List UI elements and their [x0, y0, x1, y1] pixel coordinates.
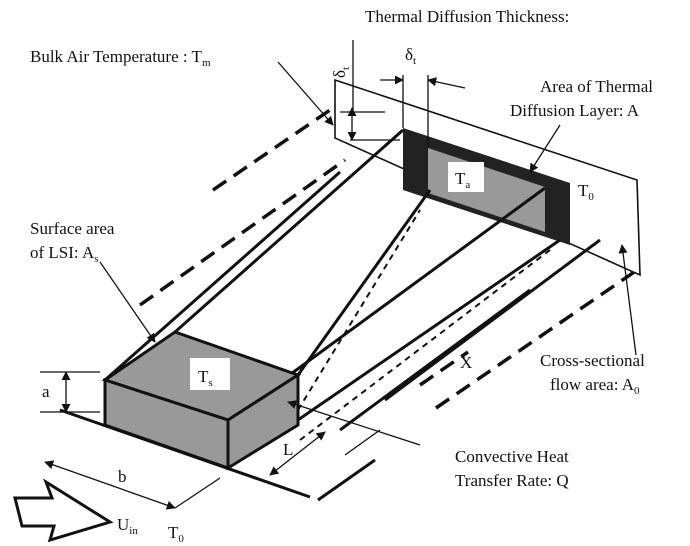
- label: δt: [330, 67, 352, 78]
- label: X: [460, 353, 472, 372]
- label: Surface area: [30, 219, 115, 238]
- label: Convective Heat: [455, 447, 569, 466]
- label: T0: [168, 523, 184, 545]
- label: b: [118, 467, 127, 486]
- label: T0: [578, 181, 594, 203]
- label: Cross-sectional: [540, 351, 645, 370]
- label: L: [283, 440, 293, 459]
- inflow-arrow: [13, 478, 114, 543]
- label: Uin: [117, 515, 138, 537]
- label: Diffusion Layer: A: [510, 101, 640, 120]
- label: Thermal Diffusion Thickness:: [365, 7, 569, 26]
- label: δt: [405, 45, 416, 67]
- label: of LSI: As: [30, 243, 99, 265]
- annotation-lines: [40, 40, 637, 510]
- label: Area of Thermal: [540, 77, 653, 96]
- label: Transfer Rate: Q: [455, 471, 569, 490]
- label-box: [448, 162, 484, 192]
- lsi-block: [101, 330, 302, 471]
- label: Ta: [455, 169, 470, 191]
- label: Ts: [198, 367, 213, 389]
- label: Bulk Air Temperature : Tm: [30, 47, 211, 69]
- label: flow area: A0: [550, 375, 640, 397]
- label: a: [42, 382, 50, 401]
